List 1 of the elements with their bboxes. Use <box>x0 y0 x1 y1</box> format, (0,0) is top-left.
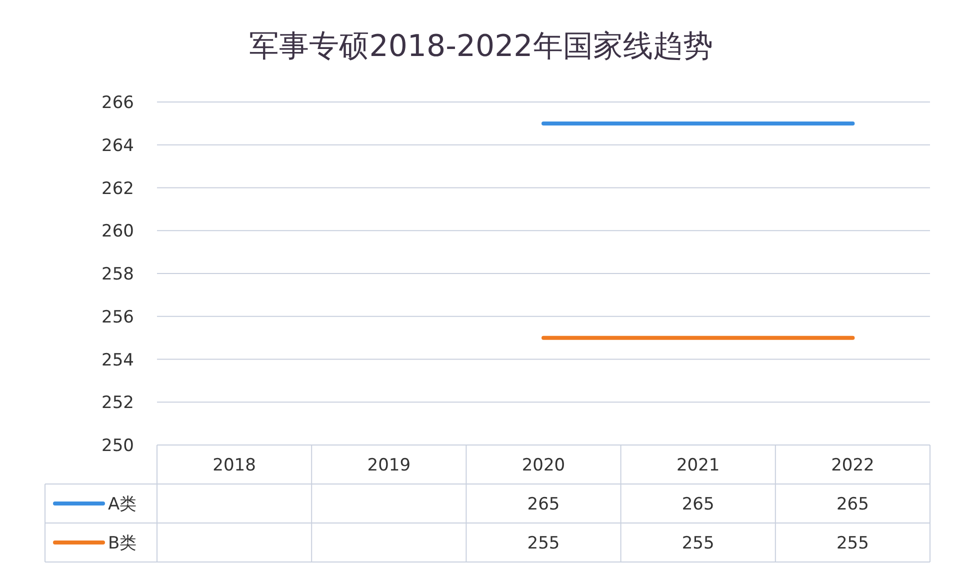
title: 军事专硕2018-2022年国家线趋势 <box>249 29 713 64</box>
